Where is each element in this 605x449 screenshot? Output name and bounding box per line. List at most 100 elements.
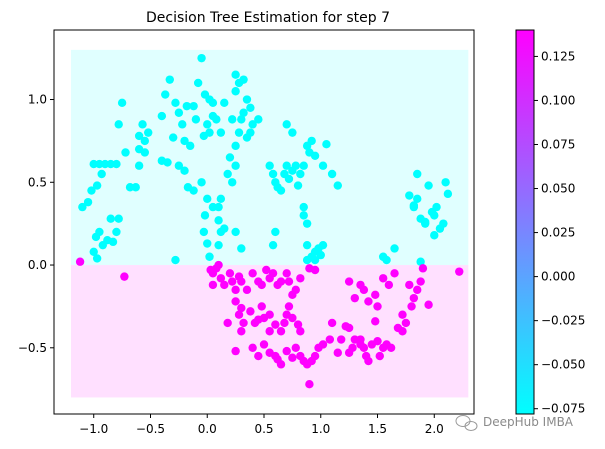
point-cyan-64 — [214, 202, 223, 212]
point-cyan-97 — [293, 181, 303, 190]
point-magenta-103 — [231, 346, 240, 356]
point-magenta-21 — [276, 277, 286, 286]
point-cyan-62 — [200, 211, 210, 220]
point-magenta-33 — [246, 307, 255, 316]
point-magenta-112 — [398, 327, 407, 336]
point-cyan-82 — [231, 70, 240, 79]
point-magenta-26 — [296, 274, 305, 283]
point-magenta-109 — [327, 318, 337, 328]
point-cyan-7 — [92, 254, 102, 263]
point-cyan-75 — [246, 103, 255, 112]
point-cyan-108 — [327, 169, 337, 179]
point-cyan-24 — [114, 120, 123, 129]
x-tick-label: 1.0 — [311, 422, 330, 436]
point-magenta-55 — [291, 343, 300, 352]
point-cyan-45 — [197, 53, 206, 63]
point-cyan-42 — [182, 101, 192, 111]
scatter-points — [75, 53, 464, 389]
point-magenta-63 — [318, 340, 328, 349]
point-cyan-53 — [199, 131, 209, 141]
point-cyan-9 — [106, 214, 115, 223]
point-cyan-112 — [302, 219, 312, 228]
point-cyan-119 — [310, 255, 320, 265]
point-magenta-74 — [364, 356, 373, 366]
point-magenta-84 — [409, 293, 419, 303]
point-cyan-23 — [134, 161, 144, 170]
point-cyan-68 — [231, 161, 240, 170]
point-cyan-81 — [239, 75, 248, 84]
point-cyan-140 — [413, 169, 422, 179]
x-tick-label: 2.0 — [425, 422, 444, 436]
point-cyan-11 — [114, 214, 123, 223]
point-cyan-151 — [416, 257, 425, 266]
point-cyan-54 — [191, 115, 201, 124]
x-tick-label: −0.5 — [136, 422, 165, 436]
point-cyan-98 — [296, 169, 305, 179]
point-cyan-61 — [203, 194, 212, 204]
point-cyan-35 — [171, 98, 180, 108]
point-cyan-10 — [112, 227, 121, 237]
point-magenta-52 — [276, 360, 286, 369]
point-magenta-9 — [228, 277, 237, 286]
wechat-icon — [455, 415, 478, 431]
point-cyan-72 — [237, 115, 246, 124]
point-magenta-64 — [325, 335, 335, 344]
point-magenta-107 — [223, 318, 232, 328]
point-magenta-54 — [288, 353, 297, 362]
point-magenta-31 — [237, 303, 246, 313]
point-magenta-88 — [344, 277, 354, 286]
point-cyan-107 — [322, 140, 331, 149]
point-cyan-34 — [165, 75, 174, 84]
point-cyan-33 — [161, 90, 170, 99]
point-cyan-99 — [299, 161, 308, 170]
point-magenta-6 — [216, 274, 226, 283]
point-magenta-93 — [371, 290, 380, 300]
chart-title: Decision Tree Estimation for step 7 — [146, 10, 390, 26]
point-magenta-65 — [333, 348, 342, 357]
point-cyan-6 — [89, 247, 98, 256]
point-cyan-84 — [220, 98, 229, 108]
point-cyan-50 — [212, 115, 221, 124]
point-magenta-99 — [371, 317, 380, 326]
point-magenta-0 — [75, 257, 85, 266]
point-cyan-78 — [228, 115, 237, 124]
point-magenta-12 — [237, 277, 246, 286]
point-cyan-27 — [138, 120, 147, 129]
point-magenta-44 — [293, 320, 303, 329]
decision-regions — [71, 49, 469, 398]
point-cyan-146 — [432, 202, 441, 212]
point-cyan-32 — [157, 111, 167, 121]
point-cyan-57 — [174, 161, 184, 170]
point-cyan-130 — [171, 255, 180, 265]
point-cyan-88 — [268, 169, 278, 179]
point-magenta-94 — [373, 302, 382, 311]
point-magenta-42 — [284, 302, 294, 311]
point-magenta-82 — [401, 318, 411, 328]
point-magenta-111 — [375, 351, 384, 361]
point-cyan-122 — [231, 227, 240, 237]
point-cyan-2 — [87, 186, 96, 195]
point-cyan-0 — [78, 202, 87, 212]
point-cyan-36 — [174, 108, 184, 117]
point-magenta-23 — [284, 277, 294, 286]
colorbar-tick-label: 0.125 — [541, 49, 575, 63]
colorbar-tick-label: −0.050 — [541, 358, 585, 372]
point-magenta-53 — [282, 346, 291, 356]
point-cyan-41 — [163, 158, 172, 167]
point-cyan-26 — [134, 131, 144, 141]
point-magenta-108 — [280, 318, 289, 328]
x-tick-label: 1.5 — [368, 422, 387, 436]
point-cyan-118 — [302, 255, 312, 265]
point-cyan-139 — [409, 202, 419, 212]
point-magenta-16 — [257, 280, 266, 290]
point-cyan-125 — [216, 227, 226, 237]
colorbar-tick-label: 0.100 — [541, 93, 575, 107]
point-cyan-109 — [333, 181, 342, 190]
point-magenta-48 — [259, 340, 269, 349]
point-cyan-116 — [318, 240, 328, 250]
point-magenta-40 — [276, 327, 286, 336]
y-tick-label: 0.0 — [28, 258, 47, 272]
point-cyan-55 — [186, 141, 195, 151]
point-magenta-89 — [350, 293, 360, 303]
point-cyan-28 — [140, 136, 150, 146]
